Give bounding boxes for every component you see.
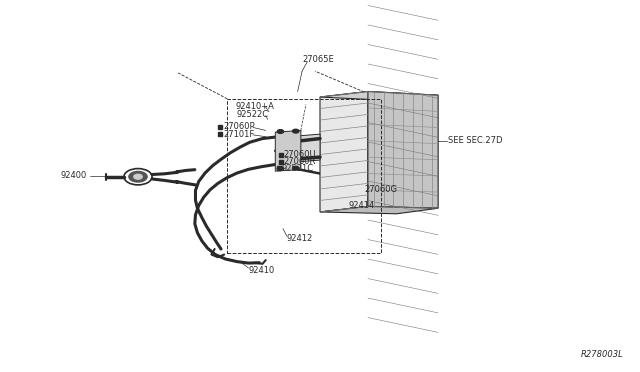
Circle shape bbox=[292, 166, 299, 170]
Circle shape bbox=[129, 171, 147, 182]
Polygon shape bbox=[320, 92, 368, 212]
Text: 27065E: 27065E bbox=[302, 55, 334, 64]
Text: R278003L: R278003L bbox=[580, 350, 623, 359]
Text: 92400: 92400 bbox=[60, 171, 86, 180]
Polygon shape bbox=[320, 206, 438, 214]
Text: 27060P: 27060P bbox=[223, 122, 255, 131]
Polygon shape bbox=[320, 92, 438, 101]
Text: SEE SEC.27D: SEE SEC.27D bbox=[448, 136, 502, 145]
Polygon shape bbox=[368, 92, 438, 208]
Circle shape bbox=[277, 167, 284, 170]
Circle shape bbox=[134, 174, 142, 179]
Text: 92410+A: 92410+A bbox=[236, 102, 275, 111]
Text: 92414: 92414 bbox=[349, 201, 375, 210]
Text: 92522C: 92522C bbox=[237, 110, 269, 119]
Polygon shape bbox=[368, 92, 438, 208]
Text: 27101F: 27101F bbox=[223, 129, 254, 139]
Text: 92521C: 92521C bbox=[282, 164, 314, 173]
Polygon shape bbox=[298, 134, 320, 162]
Polygon shape bbox=[275, 131, 301, 171]
Text: 27060R: 27060R bbox=[284, 157, 316, 166]
Circle shape bbox=[277, 130, 284, 134]
Text: 92412: 92412 bbox=[287, 234, 313, 243]
Text: 27060U: 27060U bbox=[284, 150, 316, 159]
Text: 92410: 92410 bbox=[248, 266, 275, 275]
Text: 27060G: 27060G bbox=[365, 185, 397, 194]
Circle shape bbox=[292, 129, 299, 133]
